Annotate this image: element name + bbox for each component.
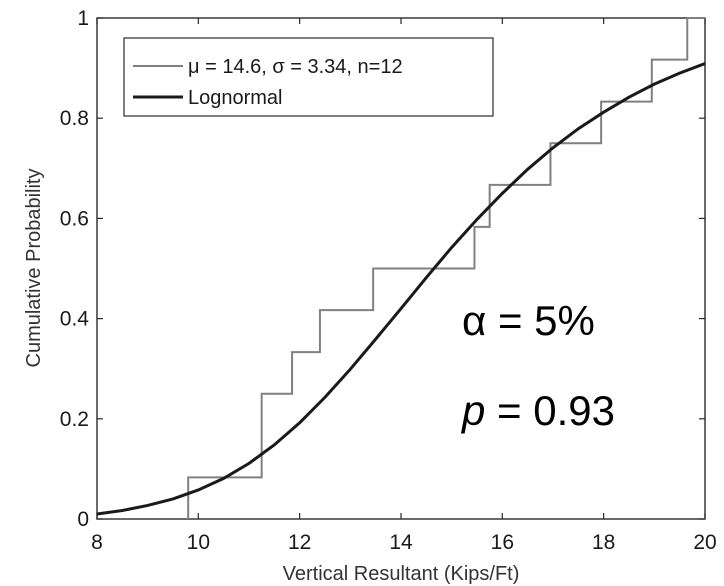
x-tick-label: 12 [288,531,311,554]
legend-box [123,37,494,117]
y-tick-label: 0.6 [60,207,89,230]
tick-labels: 8 10 12 14 16 18 20 0 0.2 0.4 0.6 0.8 1 [60,7,717,554]
legend-label-lognormal: Lognormal [188,87,283,109]
x-tick-label: 8 [91,531,103,554]
p-value: = 0.93 [485,387,615,434]
lognormal-curve [96,62,706,516]
series-layer [96,17,706,519]
x-tick-label: 14 [389,531,413,554]
y-axis-label: Cumulative Probability [23,169,45,368]
empirical-step-line [187,17,705,519]
x-tick-label: 16 [491,531,514,554]
y-tick-label: 0.8 [60,107,89,130]
p-symbol: p [460,387,485,434]
y-tick-label: 0 [77,508,89,531]
x-tick-label: 20 [693,531,716,554]
p-value-annotation: p = 0.93 [460,387,615,434]
x-tick-label: 18 [592,531,615,554]
legend-label-empirical: μ = 14.6, σ = 3.34, n=12 [188,56,403,78]
x-tick-label: 10 [187,531,210,554]
x-axis-label: Vertical Resultant (Kips/Ft) [283,563,520,585]
alpha-value: = 5% [486,297,595,344]
alpha-symbol: α [462,297,486,344]
y-tick-label: 0.2 [60,408,89,431]
y-tick-label: 1 [77,7,89,30]
legend: μ = 14.6, σ = 3.34, n=12 Lognormal [123,37,494,117]
alpha-annotation: α = 5% [462,297,595,344]
y-tick-label: 0.4 [60,308,90,331]
